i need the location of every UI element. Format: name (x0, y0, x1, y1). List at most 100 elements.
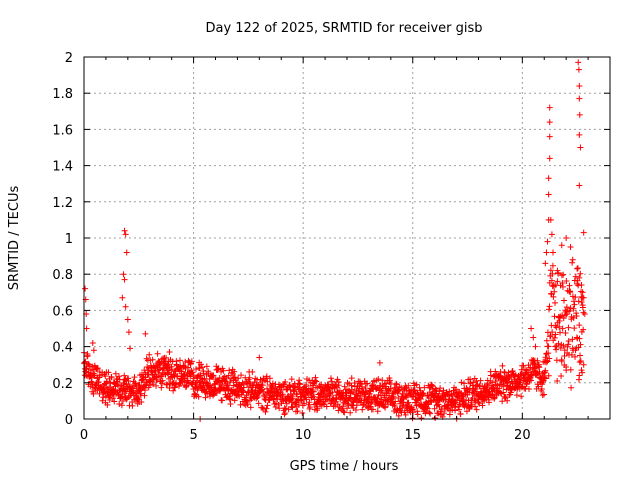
data-point (542, 354, 549, 361)
data-point (288, 376, 295, 383)
data-point (313, 378, 320, 385)
data-point (141, 392, 148, 399)
data-point (532, 343, 539, 350)
data-point (115, 373, 122, 380)
data-point (281, 410, 288, 417)
data-point (201, 375, 208, 382)
data-point (318, 381, 325, 388)
data-point (260, 388, 267, 395)
data-point (221, 378, 228, 385)
data-point (572, 273, 579, 280)
data-point (278, 386, 285, 393)
data-point (578, 288, 585, 295)
data-point (243, 392, 250, 399)
data-point (576, 322, 583, 329)
data-point (569, 336, 576, 343)
data-point (574, 265, 581, 272)
data-point (541, 374, 548, 381)
data-point (402, 411, 409, 418)
data-point (551, 334, 558, 341)
data-point (255, 400, 262, 407)
data-point (211, 391, 218, 398)
y-tick-label: 1.6 (52, 123, 73, 138)
data-point (491, 395, 498, 402)
data-point (476, 400, 483, 407)
data-point (171, 384, 178, 391)
data-point (118, 402, 125, 409)
y-tick-label: 1 (65, 232, 73, 247)
data-point (487, 391, 494, 398)
data-point (558, 272, 565, 279)
data-point (264, 378, 271, 385)
data-point (306, 399, 313, 406)
data-point (197, 372, 204, 379)
data-point (576, 372, 583, 379)
data-point (550, 249, 557, 256)
data-point (574, 280, 581, 287)
axes: 0 5 10 15 20 0 0.2 0.4 0.6 0.8 1 1.2 1.4 1.6 1.8 2 (52, 51, 611, 443)
y-tick-label: 0.8 (52, 268, 73, 283)
data-point (206, 390, 213, 397)
data-point (547, 267, 554, 274)
data-point (148, 368, 155, 375)
data-point (571, 301, 578, 308)
data-point (504, 397, 511, 404)
data-point (84, 352, 91, 359)
data-point (210, 392, 217, 399)
data-point (281, 411, 288, 418)
data-point (146, 351, 153, 358)
data-point (526, 376, 533, 383)
data-point (501, 368, 508, 375)
data-point (470, 379, 477, 386)
data-point (579, 304, 586, 311)
data-point (254, 394, 261, 401)
data-point (196, 379, 203, 386)
data-point (309, 392, 316, 399)
data-point (545, 350, 552, 357)
data-point (578, 282, 585, 289)
data-point (238, 372, 245, 379)
data-point (566, 307, 573, 314)
data-point (401, 409, 408, 416)
data-point (435, 401, 442, 408)
data-point (568, 351, 575, 358)
data-point (214, 366, 221, 373)
data-point (525, 369, 532, 376)
data-point (576, 335, 583, 342)
data-points (81, 59, 588, 422)
data-point (509, 367, 516, 374)
y-tick-label: 0.2 (52, 377, 73, 392)
data-point (391, 402, 398, 409)
data-point (373, 385, 380, 392)
data-point (285, 406, 292, 413)
data-point (253, 395, 260, 402)
data-point (294, 391, 301, 398)
data-point (333, 395, 340, 402)
data-point (577, 352, 584, 359)
data-point (405, 382, 412, 389)
data-point (375, 376, 382, 383)
data-point (513, 392, 520, 399)
data-point (547, 332, 554, 339)
data-point (554, 378, 561, 385)
data-point (525, 386, 532, 392)
data-point (181, 363, 188, 370)
data-point (548, 231, 555, 238)
data-point (142, 330, 149, 337)
data-point (152, 368, 159, 375)
data-point (580, 309, 587, 316)
data-point (132, 379, 139, 386)
data-point (576, 359, 583, 366)
data-point (577, 357, 584, 364)
data-point (336, 404, 343, 411)
data-point (534, 357, 541, 364)
data-point (188, 358, 195, 365)
data-point (576, 95, 583, 102)
data-point (195, 393, 202, 400)
data-point (301, 400, 308, 407)
data-point (99, 397, 106, 404)
data-point (557, 329, 564, 336)
data-point (546, 104, 553, 111)
data-point (121, 276, 128, 283)
data-point (463, 408, 470, 415)
